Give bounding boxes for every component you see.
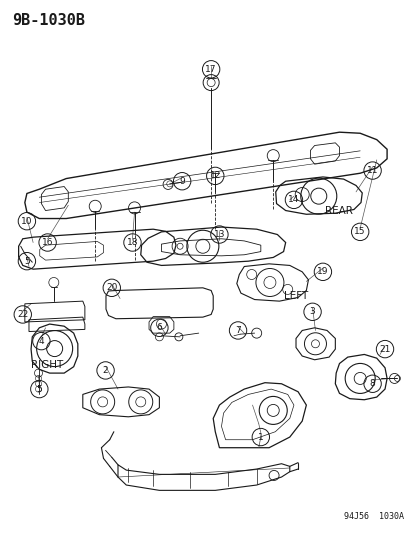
Text: LEFT: LEFT (283, 291, 307, 301)
Text: 7: 7 (235, 326, 240, 335)
Text: RIGHT: RIGHT (31, 360, 63, 370)
Text: 11: 11 (366, 166, 377, 175)
Text: 12: 12 (209, 172, 221, 180)
Text: 9: 9 (179, 177, 185, 185)
Text: 17: 17 (205, 65, 216, 74)
Text: 5: 5 (36, 385, 42, 393)
Text: 9B-1030B: 9B-1030B (12, 13, 85, 28)
Text: 2: 2 (102, 366, 108, 375)
Text: 22: 22 (17, 310, 28, 319)
Text: 94J56  1030A: 94J56 1030A (343, 512, 403, 521)
Text: 15: 15 (354, 228, 365, 236)
Text: 20: 20 (106, 284, 117, 292)
Text: 14: 14 (287, 196, 299, 204)
Text: 13: 13 (213, 230, 225, 239)
Text: 3: 3 (309, 308, 315, 316)
Text: 19: 19 (316, 268, 328, 276)
Text: 6: 6 (156, 324, 162, 332)
Text: 16: 16 (42, 238, 53, 247)
Text: 4: 4 (38, 337, 44, 345)
Text: REAR: REAR (324, 206, 352, 215)
Text: 8: 8 (369, 379, 375, 388)
Text: 5: 5 (24, 257, 30, 265)
Text: 18: 18 (126, 238, 138, 247)
Text: 21: 21 (378, 345, 390, 353)
Text: 10: 10 (21, 217, 33, 225)
Text: 1: 1 (257, 433, 263, 441)
